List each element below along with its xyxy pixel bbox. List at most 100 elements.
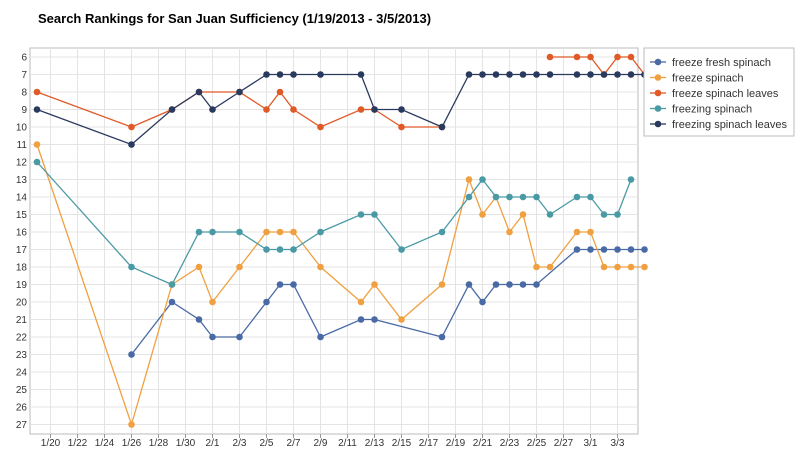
data-point — [357, 298, 365, 306]
x-tick-label: 2/19 — [446, 438, 466, 449]
y-tick-label: 27 — [16, 420, 28, 431]
y-tick-label: 15 — [16, 210, 28, 221]
data-point — [128, 421, 135, 428]
data-point — [236, 88, 243, 96]
data-point — [519, 281, 527, 288]
data-point — [546, 263, 554, 271]
data-point — [290, 106, 297, 113]
y-tick-label: 11 — [17, 140, 28, 151]
data-point — [600, 263, 608, 271]
data-point — [438, 228, 446, 236]
data-point — [492, 281, 500, 288]
series-line — [36, 161, 632, 286]
legend-swatch-marker — [654, 58, 662, 66]
y-tick-label: 23 — [16, 350, 28, 361]
data-point — [573, 193, 581, 201]
legend-entry: freezing spinach leaves — [672, 119, 787, 131]
data-point — [465, 193, 473, 201]
series-freezing-spinach-leaves — [33, 71, 648, 148]
data-point — [533, 263, 540, 271]
data-point — [519, 71, 527, 78]
data-point — [438, 281, 446, 288]
data-point — [506, 281, 513, 288]
data-point — [371, 316, 378, 323]
data-point — [519, 211, 527, 218]
data-point — [209, 106, 216, 113]
axes: 6 7 8 9 10 11 12 13 14 15 16 17 18 19 20 21 22 23 24 25 26 27… — [16, 53, 625, 450]
data-point — [465, 71, 473, 78]
y-tick-label: 13 — [16, 175, 28, 186]
data-point — [600, 211, 608, 218]
data-point — [506, 193, 513, 201]
x-tick-label: 2/25 — [527, 438, 547, 449]
legend: freeze fresh spinach freeze spinach freeze… — [643, 47, 795, 137]
data-point — [479, 176, 486, 183]
data-point — [263, 106, 270, 113]
series-freezing-spinach — [33, 158, 635, 288]
y-tick-label: 24 — [16, 368, 28, 379]
data-point — [290, 246, 297, 253]
y-tick-label: 17 — [16, 245, 28, 256]
legend-swatch-marker — [654, 105, 662, 112]
data-point — [438, 123, 446, 131]
data-point — [398, 106, 405, 113]
data-point — [587, 53, 594, 61]
x-tick-label: 2/23 — [500, 438, 520, 449]
data-point — [533, 193, 540, 201]
x-tick-label: 2/15 — [392, 438, 412, 449]
chart-title: Search Rankings for San Juan Sufficiency… — [38, 11, 432, 26]
data-point — [290, 281, 297, 288]
y-tick-label: 16 — [16, 228, 28, 239]
data-point — [236, 228, 243, 236]
grid — [29, 47, 639, 435]
data-point — [479, 211, 486, 218]
data-point — [276, 246, 284, 253]
data-point — [533, 281, 540, 288]
data-point — [627, 176, 635, 183]
data-point — [128, 123, 135, 131]
legend-swatch-marker — [654, 120, 662, 128]
data-point — [465, 176, 473, 183]
legend-entry: freeze spinach — [672, 73, 744, 85]
data-point — [317, 228, 324, 236]
data-point — [398, 246, 405, 253]
data-point — [614, 53, 621, 61]
data-point — [587, 246, 594, 253]
data-point — [276, 88, 284, 96]
data-point — [438, 333, 446, 341]
data-point — [128, 141, 135, 148]
data-point — [33, 158, 41, 166]
data-point — [371, 211, 378, 218]
data-point — [398, 123, 405, 131]
data-point — [587, 71, 594, 78]
data-point — [587, 228, 594, 236]
x-tick-label: 2/3 — [233, 438, 247, 449]
data-point — [263, 228, 270, 236]
y-tick-label: 22 — [16, 333, 28, 344]
data-point — [600, 71, 608, 78]
data-point — [276, 281, 284, 288]
data-point — [546, 71, 554, 78]
data-point — [357, 71, 365, 78]
data-point — [263, 298, 270, 306]
data-point — [290, 228, 297, 236]
data-point — [195, 263, 203, 271]
data-point — [168, 106, 176, 113]
data-point — [641, 246, 648, 253]
data-point — [600, 246, 608, 253]
x-tick-label: 1/20 — [41, 438, 61, 449]
data-point — [587, 193, 594, 201]
x-tick-label: 2/17 — [419, 438, 439, 449]
x-tick-label: 3/3 — [611, 438, 625, 449]
data-point — [546, 53, 554, 61]
data-point — [371, 281, 378, 288]
y-tick-label: 14 — [16, 193, 28, 204]
data-point — [573, 228, 581, 236]
data-point — [573, 53, 581, 61]
x-tick-label: 2/27 — [554, 438, 574, 449]
y-tick-label: 21 — [16, 315, 28, 326]
data-point — [236, 263, 243, 271]
data-point — [209, 298, 216, 306]
legend-entry: freezing spinach — [672, 104, 752, 116]
data-point — [317, 71, 324, 78]
